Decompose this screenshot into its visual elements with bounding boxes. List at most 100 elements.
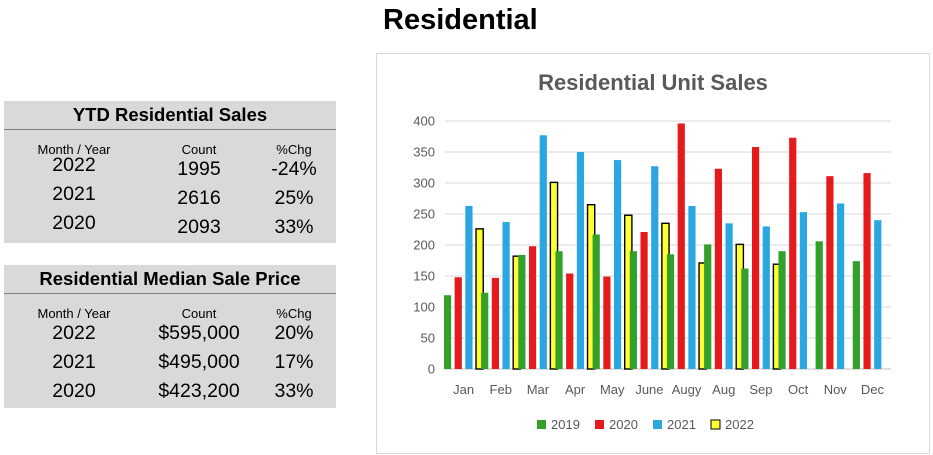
y-tick-label: 300: [413, 176, 435, 191]
bar-2019-Oct: [778, 251, 786, 369]
row-pct-change: 25%: [274, 187, 314, 209]
legend-label-2019: 2019: [551, 417, 580, 432]
bar-2019-Feb: [481, 292, 489, 369]
bar-2021-June: [651, 166, 659, 369]
ytd-sales-title: YTD Residential Sales: [4, 101, 336, 130]
x-tick-label: Oct: [788, 382, 809, 397]
bar-2021-Jan: [465, 205, 473, 369]
x-tick-label: Feb: [490, 382, 512, 397]
y-tick-label: 250: [413, 207, 435, 222]
y-tick-label: 100: [413, 300, 435, 315]
header-count: Count: [181, 142, 217, 157]
bar-2021-Dec: [874, 220, 882, 369]
row-year: 2021: [52, 351, 96, 373]
ytd-sales-header: Month / Year Count %Chg: [4, 142, 336, 158]
median-price-header: Month / Year Count %Chg: [4, 306, 336, 322]
bar-2019-Mar: [518, 254, 526, 369]
bar-2019-Augy: [666, 254, 675, 369]
bar-2019-May: [592, 234, 600, 369]
y-tick-label: 150: [413, 269, 435, 284]
bar-2019-Nov: [815, 241, 823, 369]
legend: 2019 2020 2021 2022: [537, 417, 754, 432]
x-tick-label: Nov: [824, 382, 848, 397]
row-year: 2022: [52, 322, 96, 344]
x-tick-label: Sep: [749, 382, 772, 397]
row-price: $495,000: [158, 351, 240, 373]
unit-sales-chart: Residential Unit Sales 0 50 100 150 200 250 30…: [376, 53, 930, 454]
bar-2020-Sep: [751, 147, 760, 369]
bar-2021-May: [614, 160, 622, 369]
bar-2019-Sep: [741, 268, 749, 369]
row-price: $423,200: [158, 380, 240, 402]
bar-2019-June: [629, 251, 637, 369]
table-row: 2021 $495,000 17%: [4, 351, 336, 380]
row-pct-change: 33%: [274, 216, 314, 238]
table-row: 2020 $423,200 33%: [4, 380, 336, 409]
row-pct-change: 17%: [274, 351, 314, 373]
bar-2020-Aug: [714, 168, 722, 369]
row-price: $595,000: [158, 322, 240, 344]
chart-title: Residential Unit Sales: [538, 70, 768, 95]
median-price-table: Residential Median Sale Price Month / Ye…: [4, 265, 336, 408]
legend-label-2022: 2022: [725, 417, 754, 432]
row-pct-change: -24%: [271, 158, 317, 180]
x-axis-ticks: Jan Feb Mar Apr May June Augy Aug Sep Oct Nov Dec: [453, 382, 884, 397]
x-tick-label: May: [600, 382, 625, 397]
legend-swatch-2022: [710, 419, 721, 430]
page-title: Residential: [383, 4, 538, 36]
bar-2019-Dec: [852, 261, 860, 369]
row-year: 2020: [52, 212, 96, 234]
table-row: 2022 1995 -24%: [4, 154, 336, 187]
header-pct-change: %Chg: [276, 142, 312, 157]
bar-2020-Dec: [863, 173, 871, 369]
legend-swatch-2021: [653, 420, 662, 429]
bar-2021-Feb: [502, 222, 510, 369]
header-count: Count: [181, 306, 217, 321]
bar-2020-Mar: [528, 246, 537, 369]
y-tick-label: 50: [421, 331, 435, 346]
y-tick-label: 400: [413, 114, 435, 129]
bar-2020-Jan: [454, 277, 462, 369]
bar-2021-Sep: [762, 226, 770, 369]
bar-2020-Oct: [789, 137, 797, 369]
row-pct-change: 33%: [274, 380, 314, 402]
bar-2019-Aug: [704, 244, 712, 369]
x-tick-label: June: [635, 382, 663, 397]
row-pct-change: 20%: [274, 322, 314, 344]
x-tick-label: Mar: [527, 382, 550, 397]
bar-2019-Jan: [443, 295, 452, 369]
bar-2020-Nov: [826, 176, 834, 369]
bar-2020-Feb: [491, 277, 499, 369]
x-tick-label: Augy: [672, 382, 702, 397]
bar-2019-Apr: [555, 251, 563, 369]
unit-sales-chart-svg: Residential Unit Sales 0 50 100 150 200 250 30…: [413, 70, 891, 432]
table-row: 2020 2093 33%: [4, 212, 336, 245]
bar-2020-June: [640, 231, 648, 369]
bar-2020-Apr: [566, 273, 574, 369]
legend-swatch-2019: [537, 420, 546, 429]
row-year: 2020: [52, 380, 96, 402]
y-tick-label: 0: [428, 362, 435, 377]
bar-2021-Nov: [837, 203, 845, 369]
x-tick-label: Dec: [861, 382, 885, 397]
row-year: 2022: [52, 154, 96, 176]
legend-label-2020: 2020: [609, 417, 638, 432]
median-price-title: Residential Median Sale Price: [4, 265, 336, 294]
legend-swatch-2020: [595, 420, 604, 429]
y-tick-label: 200: [413, 238, 435, 253]
bar-2020-May: [603, 276, 611, 369]
bar-2021-Oct: [799, 212, 808, 369]
bars: [443, 123, 882, 370]
legend-label-2021: 2021: [667, 417, 696, 432]
y-axis-ticks: 0 50 100 150 200 250 300 350 400: [413, 114, 435, 377]
row-year: 2021: [52, 183, 96, 205]
row-count: 2616: [177, 187, 221, 209]
x-tick-label: Jan: [453, 382, 474, 397]
header-pct-change: %Chg: [276, 306, 312, 321]
bar-2021-Augy: [688, 205, 696, 369]
ytd-sales-table: YTD Residential Sales Month / Year Count…: [4, 101, 336, 243]
bar-2021-Mar: [539, 135, 547, 369]
bar-2021-Apr: [576, 152, 585, 369]
bar-2020-Augy: [677, 123, 685, 369]
header-month-year: Month / Year: [37, 142, 111, 157]
